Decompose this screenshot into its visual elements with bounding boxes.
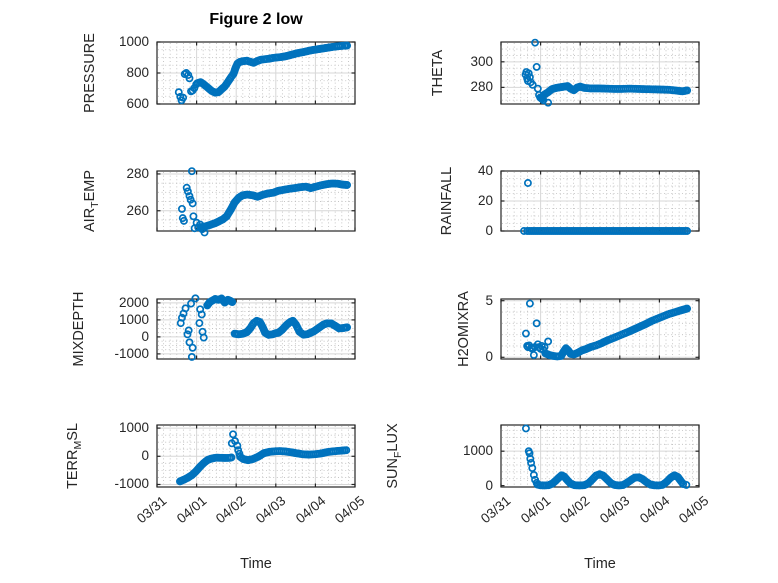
ytick-label-mixdepth: 0 xyxy=(141,328,149,344)
ytick-label-sun_flux: 1000 xyxy=(462,443,493,459)
figure-title: Figure 2 low xyxy=(209,11,303,28)
ytick-label-h2omixra: 0 xyxy=(485,349,493,365)
ylabel-sun_flux: SUNFLUX xyxy=(385,423,404,489)
ytick-label-mixdepth: -1000 xyxy=(114,345,149,361)
ytick-label-rainfall: 20 xyxy=(477,193,493,208)
ytick-label-terr_msl: 0 xyxy=(141,448,149,464)
ytick-label-mixdepth: 2000 xyxy=(118,294,149,310)
ytick-label-terr_msl: 1000 xyxy=(118,420,149,436)
ytick-label-terr_msl: -1000 xyxy=(114,476,149,492)
ytick-label-pressure: 800 xyxy=(126,65,149,80)
ytick-label-pressure: 1000 xyxy=(118,34,149,49)
ytick-label-theta: 300 xyxy=(470,53,493,69)
ytick-label-theta: 280 xyxy=(470,79,493,95)
ytick-label-air_temp: 280 xyxy=(126,165,149,181)
ytick-label-air_temp: 260 xyxy=(126,202,149,218)
time-axis-label-left: Time xyxy=(240,556,272,572)
ytick-label-mixdepth: 1000 xyxy=(118,311,149,327)
ytick-label-h2omixra: 5 xyxy=(485,292,493,308)
ytick-label-rainfall: 0 xyxy=(485,223,493,238)
ytick-label-rainfall: 40 xyxy=(477,163,493,178)
time-axis-label-right: Time xyxy=(584,556,616,572)
ytick-label-sun_flux: 0 xyxy=(485,477,493,493)
ytick-label-pressure: 600 xyxy=(126,96,149,111)
